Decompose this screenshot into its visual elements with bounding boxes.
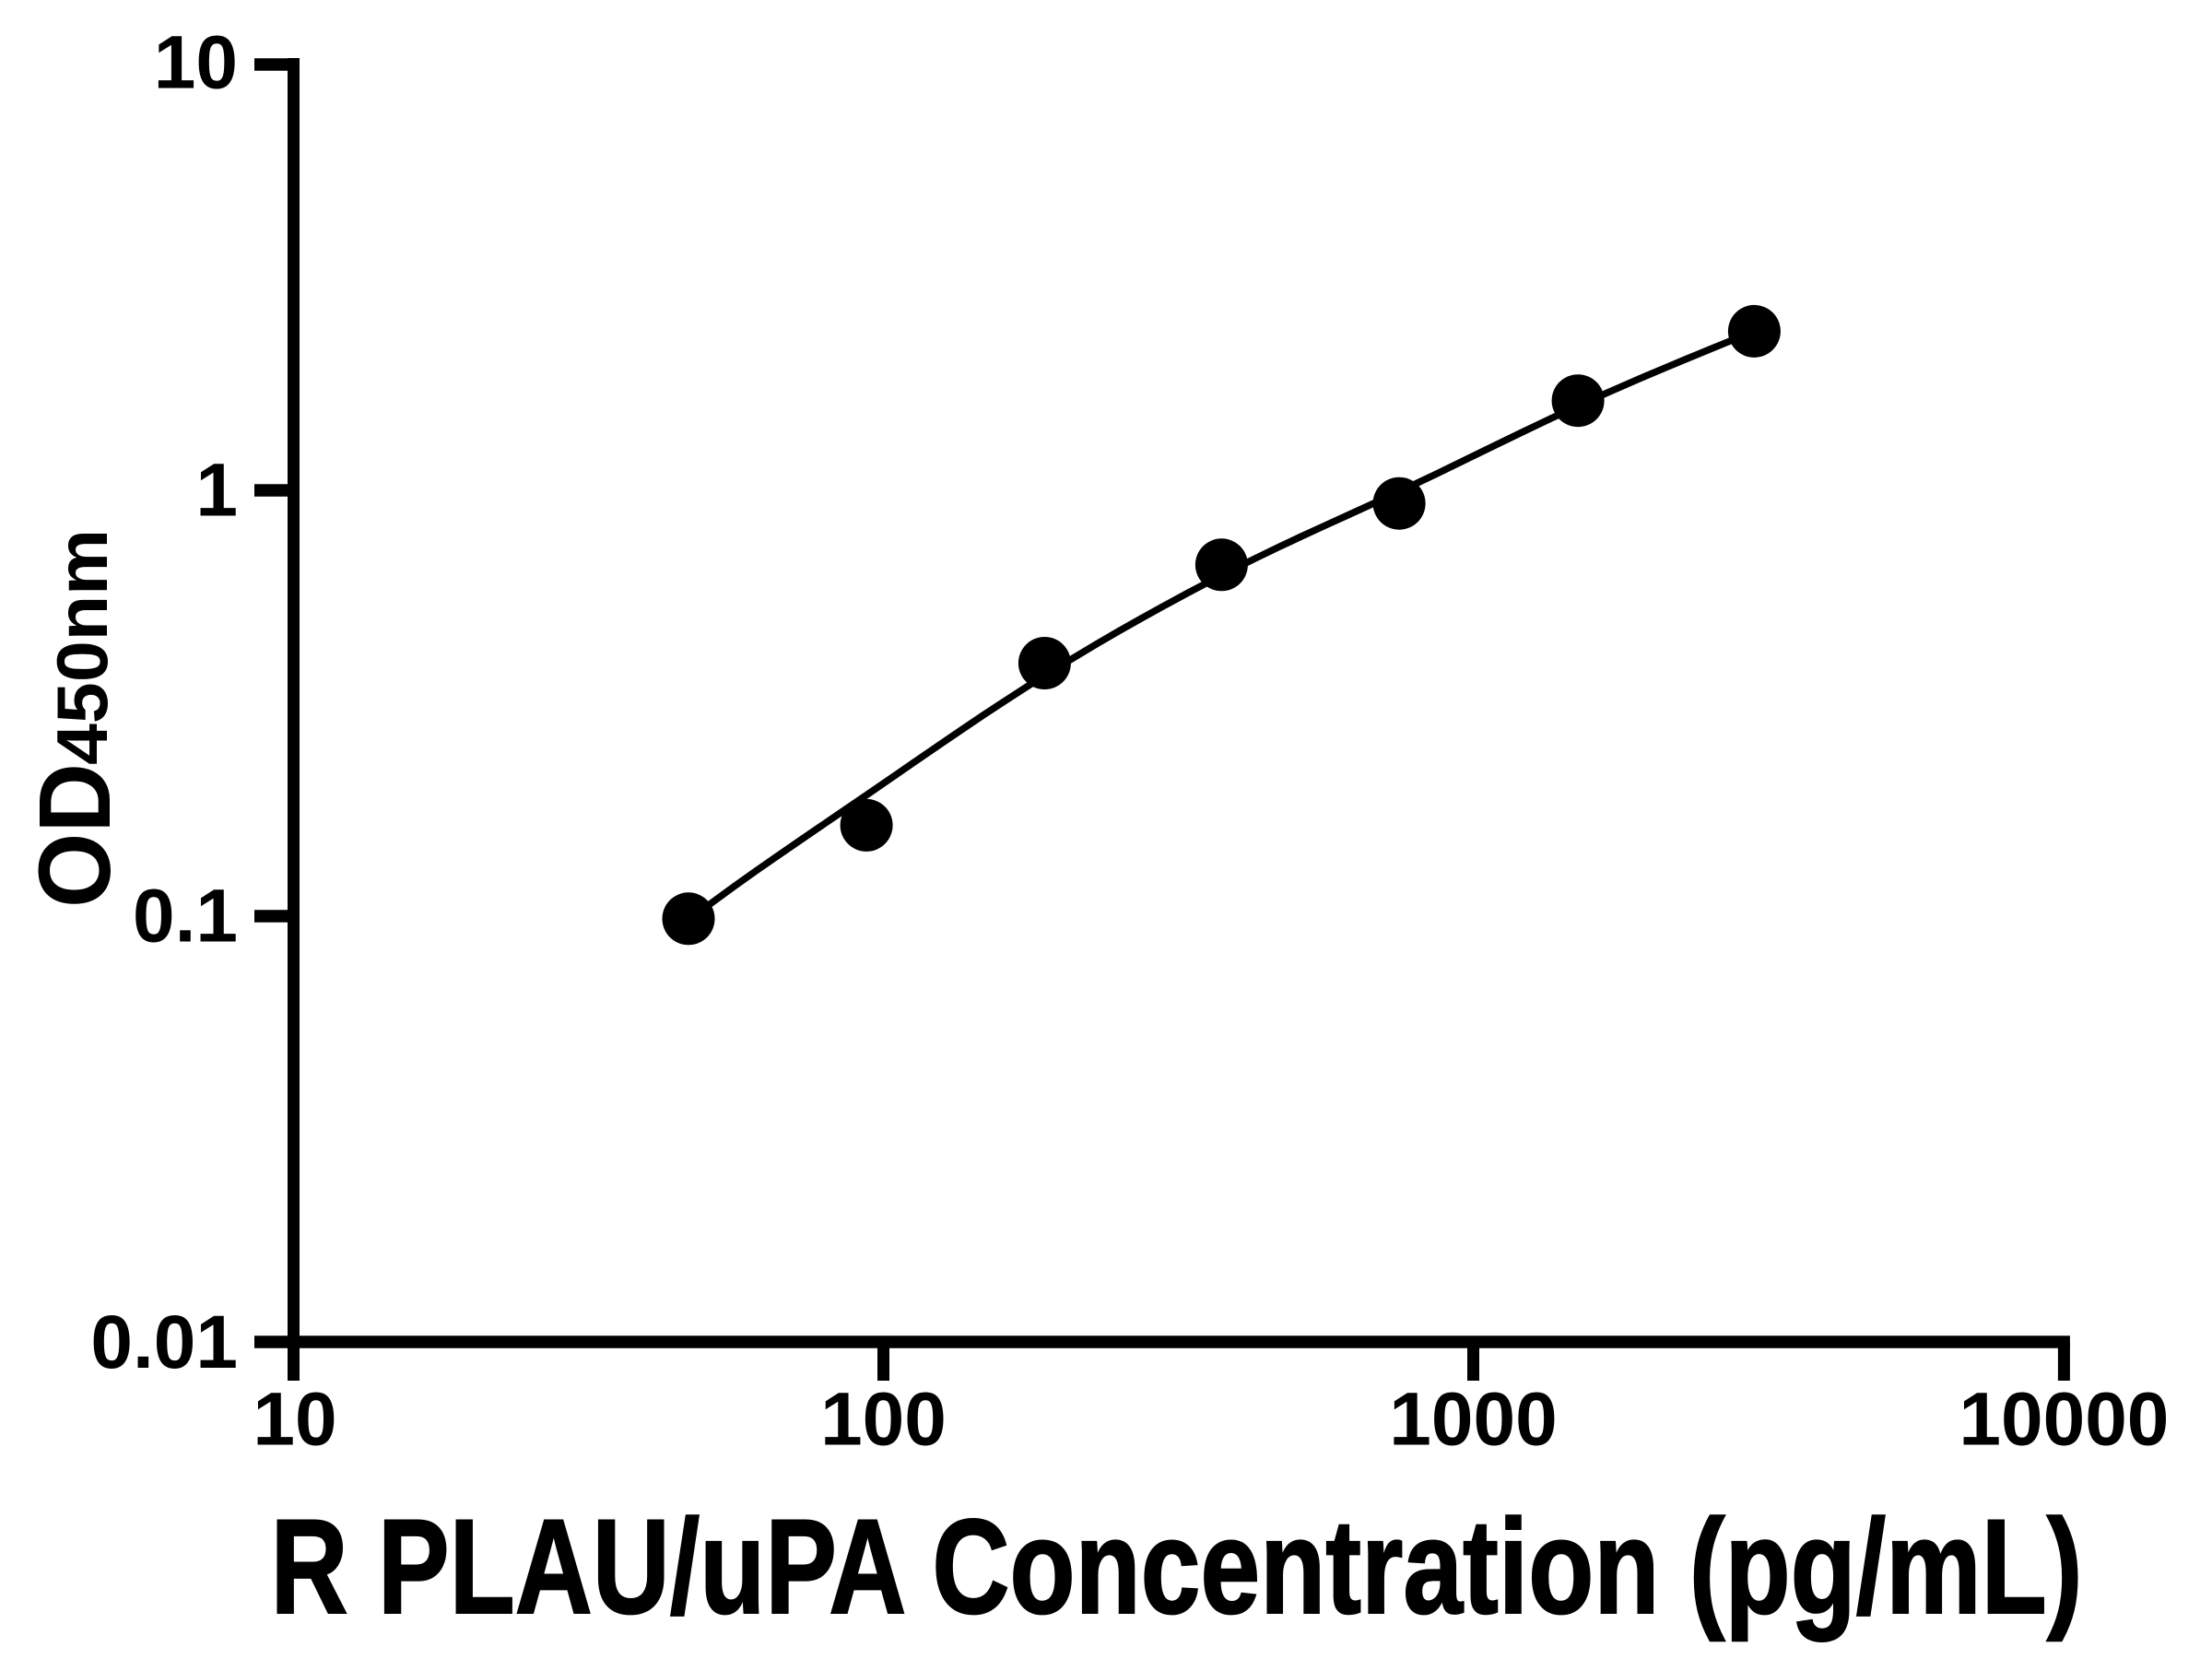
svg-text:10000: 10000: [1959, 1378, 2169, 1462]
svg-text:450nm: 450nm: [41, 529, 123, 765]
svg-text:1000: 1000: [1389, 1378, 1557, 1462]
svg-text:10: 10: [154, 21, 238, 105]
svg-text:0.1: 0.1: [133, 875, 238, 959]
svg-text:OD: OD: [18, 763, 132, 908]
svg-text:0.01: 0.01: [90, 1300, 238, 1384]
svg-text:R PLAU/uPA Concentration (pg/m: R PLAU/uPA Concentration (pg/mL): [271, 1491, 2083, 1641]
svg-text:10: 10: [253, 1378, 336, 1462]
svg-text:100: 100: [820, 1378, 947, 1462]
svg-text:1: 1: [195, 449, 238, 533]
